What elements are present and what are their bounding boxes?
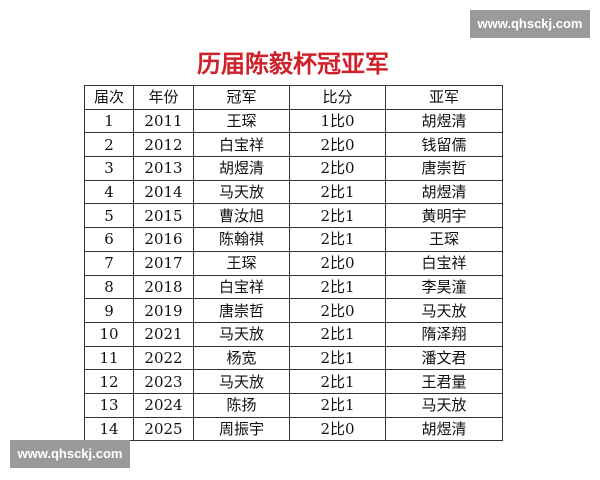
cell: 马天放 (193, 179, 290, 205)
cell: 13 (84, 392, 134, 418)
cell: 3 (84, 156, 134, 181)
table-title: 历届陈毅杯冠亚军 (197, 49, 389, 78)
cell: 2017 (133, 250, 194, 276)
cell: 2021 (133, 321, 194, 347)
table-row: 5 2015 曹汝旭 2比1 黄明宇 (84, 203, 503, 229)
cell: 2016 (133, 227, 194, 252)
cell: 2比0 (289, 298, 386, 323)
table: 届次 年份 冠军 比分 亚军 1 2011 王琛 1比0 胡煜清 2 2012 白宝祥 2比0 钱留儒 3 20… (84, 85, 503, 442)
table-row: 2 2012 白宝祥 2比0 钱留儒 (84, 132, 503, 158)
cell: 6 (84, 227, 134, 252)
cell: 2014 (133, 179, 194, 205)
cell: 隋泽翔 (385, 321, 503, 347)
cell: 2018 (133, 274, 194, 300)
cell: 马天放 (193, 321, 290, 347)
table-row: 6 2016 陈翰祺 2比1 王琛 (84, 227, 503, 252)
cell: 马天放 (193, 369, 290, 394)
cell: 王君量 (385, 369, 503, 394)
cell: 2比1 (289, 392, 386, 418)
table-row: 12 2023 马天放 2比1 王君量 (84, 369, 503, 394)
cell: 王琛 (193, 250, 290, 276)
cell: 2015 (133, 203, 194, 229)
cell: 马天放 (385, 392, 503, 418)
cell: 胡煜清 (385, 108, 503, 134)
cell: 陈翰祺 (193, 227, 290, 252)
cell: 2022 (133, 345, 194, 371)
cell: 2比0 (289, 156, 386, 181)
cell: 2比1 (289, 321, 386, 347)
watermark: www.qhsckj.com (470, 10, 590, 38)
cell: 白宝祥 (385, 250, 503, 276)
cell: 11 (84, 345, 134, 371)
cell: 2比1 (289, 274, 386, 300)
cell: 杨宽 (193, 345, 290, 371)
cell: 14 (84, 416, 134, 442)
cell: 2比0 (289, 416, 386, 442)
cell: 唐崇哲 (193, 298, 290, 323)
cell: 唐崇哲 (385, 156, 503, 181)
table-row: 10 2021 马天放 2比1 隋泽翔 (84, 321, 503, 347)
header-cell: 届次 (84, 85, 134, 110)
table-row: 11 2022 杨宽 2比1 潘文君 (84, 345, 503, 371)
cell: 5 (84, 203, 134, 229)
cell: 钱留儒 (385, 132, 503, 158)
cell: 2013 (133, 156, 194, 181)
cell: 10 (84, 321, 134, 347)
cell: 12 (84, 369, 134, 394)
cell: 2比0 (289, 132, 386, 158)
table-row: 1 2011 王琛 1比0 胡煜清 (84, 108, 503, 134)
cell: 白宝祥 (193, 274, 290, 300)
cell: 胡煜清 (193, 156, 290, 181)
cell: 黄明宇 (385, 203, 503, 229)
cell: 马天放 (385, 298, 503, 323)
cell: 1 (84, 108, 134, 134)
cell: 李昊潼 (385, 274, 503, 300)
header-row: 届次 年份 冠军 比分 亚军 (84, 85, 503, 110)
cell: 王琛 (385, 227, 503, 252)
cell: 2024 (133, 392, 194, 418)
cell: 8 (84, 274, 134, 300)
cell: 2比1 (289, 227, 386, 252)
cell: 曹汝旭 (193, 203, 290, 229)
cell: 2025 (133, 416, 194, 442)
table-row: 4 2014 马天放 2比1 胡煜清 (84, 179, 503, 205)
cell: 陈扬 (193, 392, 290, 418)
watermark: www.qhsckj.com (10, 440, 130, 468)
cell: 2 (84, 132, 134, 158)
header-cell: 年份 (133, 85, 194, 110)
cell: 白宝祥 (193, 132, 290, 158)
cell: 王琛 (193, 108, 290, 134)
table-row: 9 2019 唐崇哲 2比0 马天放 (84, 298, 503, 323)
header-cell: 比分 (289, 85, 386, 110)
table-row: 14 2025 周振宇 2比0 胡煜清 (84, 416, 503, 442)
cell: 潘文君 (385, 345, 503, 371)
table-row: 8 2018 白宝祥 2比1 李昊潼 (84, 274, 503, 300)
header-cell: 冠军 (193, 85, 290, 110)
cell: 4 (84, 179, 134, 205)
cell: 2比0 (289, 250, 386, 276)
cell: 2019 (133, 298, 194, 323)
cell: 胡煜清 (385, 416, 503, 442)
table-row: 7 2017 王琛 2比0 白宝祥 (84, 250, 503, 276)
cell: 1比0 (289, 108, 386, 134)
cell: 2比1 (289, 179, 386, 205)
cell: 2012 (133, 132, 194, 158)
cell: 9 (84, 298, 134, 323)
cell: 2比1 (289, 369, 386, 394)
cell: 7 (84, 250, 134, 276)
header-cell: 亚军 (385, 85, 503, 110)
cell: 2011 (133, 108, 194, 134)
table-row: 13 2024 陈扬 2比1 马天放 (84, 392, 503, 418)
table-row: 3 2013 胡煜清 2比0 唐崇哲 (84, 156, 503, 181)
cell: 2023 (133, 369, 194, 394)
cell: 周振宇 (193, 416, 290, 442)
cell: 胡煜清 (385, 179, 503, 205)
cell: 2比1 (289, 345, 386, 371)
cell: 2比1 (289, 203, 386, 229)
